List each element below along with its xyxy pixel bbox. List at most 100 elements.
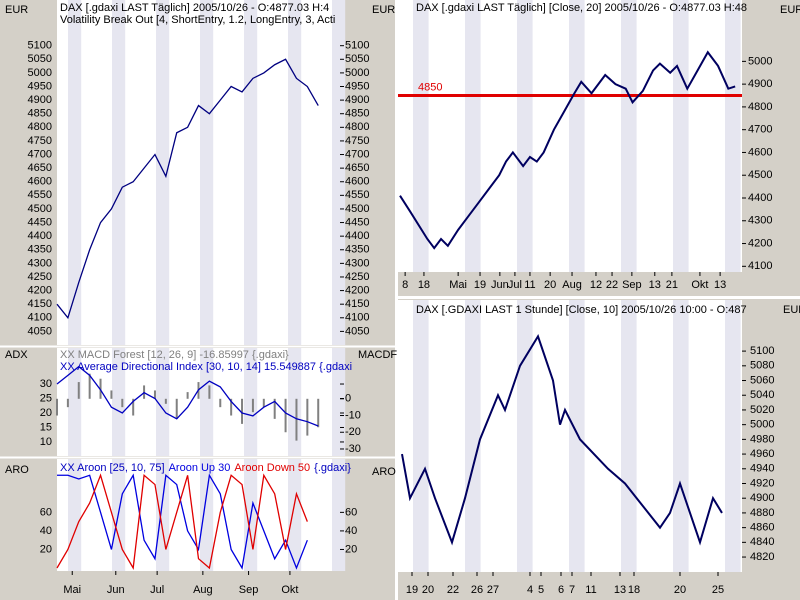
- stripe: [244, 348, 258, 456]
- stripe: [288, 0, 302, 345]
- axis-label: ARO: [372, 466, 396, 478]
- bar: [230, 398, 233, 416]
- x-tick-label: Mai: [63, 584, 81, 596]
- y-tick-label: 4250: [28, 271, 52, 283]
- bar: [317, 398, 320, 428]
- bar: [153, 390, 156, 399]
- bar: [219, 398, 222, 408]
- y-tick-label: 4150: [345, 298, 369, 310]
- x-tick-label: 4: [527, 584, 533, 596]
- bar: [110, 390, 113, 399]
- x-tick-label: Sep: [239, 584, 259, 596]
- y-tick-label: 5040: [750, 389, 774, 401]
- y2-tick-label: -10: [345, 409, 361, 421]
- y-tick-label: 20: [40, 407, 52, 419]
- legend-entry: DAX [.gdaxi LAST Täglich] [Close, 20] 20…: [416, 2, 747, 14]
- y-tick-label: 4400: [345, 230, 369, 242]
- y-tick-label: 4700: [345, 148, 369, 160]
- y-tick-label: 4550: [345, 189, 369, 201]
- bar: [77, 382, 80, 399]
- axis-label: EUR: [5, 4, 28, 16]
- legend-entry: DAX [.GDAXI LAST 1 Stunde] [Close, 10] 2…: [416, 304, 747, 316]
- bar: [295, 398, 298, 441]
- y-tick-label: 20: [40, 543, 52, 555]
- y-tick-label: 25: [40, 392, 52, 404]
- bar: [121, 398, 124, 408]
- stripe: [288, 348, 302, 456]
- x-tick-label: 25: [712, 584, 724, 596]
- x-tick-label: Aug: [562, 279, 582, 291]
- x-tick-label: 6: [558, 584, 564, 596]
- y-tick-label: 30: [40, 378, 52, 390]
- stripe: [200, 459, 214, 571]
- x-tick-label: Okt: [281, 584, 298, 596]
- y-tick-label: 5100: [28, 40, 52, 52]
- y-tick-label: 5000: [750, 419, 774, 431]
- stripe: [68, 348, 82, 456]
- stripe: [112, 348, 126, 456]
- subtitle: Volatility Break Out [4, ShortEntry, 1.2…: [60, 14, 335, 26]
- x-tick-label: 8: [402, 279, 408, 291]
- y-tick-label: 5050: [345, 53, 369, 65]
- y-tick-label: 4980: [750, 433, 774, 445]
- y-tick-label: 4900: [748, 78, 772, 90]
- x-tick-label: 20: [422, 584, 434, 596]
- stripe: [517, 0, 533, 272]
- legend: XX Aroon [25, 10, 75] Aroon Up 30 Aroon Do…: [60, 462, 351, 474]
- y-tick-label: 60: [40, 506, 52, 518]
- y-tick-label: 4600: [345, 176, 369, 188]
- y-tick-label: 5000: [748, 55, 772, 67]
- y-tick-label: 20: [345, 543, 357, 555]
- y-tick-label: 4300: [345, 257, 369, 269]
- x-tick-label: 19: [406, 584, 418, 596]
- stripe: [288, 459, 302, 571]
- y-tick-label: 4450: [28, 216, 52, 228]
- title-suffix: {.gdaxi}: [314, 462, 351, 474]
- y-tick-label: 4920: [750, 477, 774, 489]
- y-tick-label: 4850: [345, 108, 369, 120]
- y-tick-label: 4960: [750, 448, 774, 460]
- y-tick-label: 4950: [345, 80, 369, 92]
- x-tick-label: 22: [606, 279, 618, 291]
- y-tick-label: 4500: [345, 203, 369, 215]
- y-tick-label: 4820: [750, 551, 774, 563]
- y-tick-label: 4600: [28, 176, 52, 188]
- y-tick-label: 15: [40, 421, 52, 433]
- y-tick-label: 5050: [28, 53, 52, 65]
- x-tick-label: Aug: [193, 584, 213, 596]
- y2-tick-label: -20: [345, 426, 361, 438]
- series-line: [56, 365, 319, 427]
- x-tick-label: 26: [471, 584, 483, 596]
- x-tick-label: 11: [585, 584, 596, 596]
- axis-label: EUR: [783, 304, 800, 316]
- x-tick-label: 27: [487, 584, 499, 596]
- axis-label: ARO: [5, 464, 29, 476]
- y-tick-label: 4600: [748, 146, 772, 158]
- legend-entry: XX MACD Forest [12, 26, 9] -16.85997 {.g…: [60, 349, 289, 361]
- stripe: [68, 459, 82, 571]
- stripe: [621, 300, 637, 572]
- y-tick-label: 4300: [28, 257, 52, 269]
- bar: [273, 398, 276, 419]
- y-tick-label: 4750: [28, 135, 52, 147]
- x-tick-label: Mai: [449, 279, 467, 291]
- stripe: [68, 0, 82, 345]
- x-tick-label: 18: [628, 584, 640, 596]
- y-tick-label: 5100: [750, 345, 774, 357]
- y-tick-label: 4950: [28, 80, 52, 92]
- stripe: [332, 0, 346, 345]
- x-tick-label: 5: [538, 584, 544, 596]
- x-tick-label: Jun: [107, 584, 125, 596]
- reference-label: 4850: [418, 81, 442, 93]
- y-tick-label: 4150: [28, 298, 52, 310]
- x-tick-label: Jun: [491, 279, 509, 291]
- stripe: [413, 300, 429, 572]
- stripe: [465, 300, 481, 572]
- y-tick-label: 4350: [28, 244, 52, 256]
- x-tick-label: 20: [544, 279, 556, 291]
- y-tick-label: 4100: [28, 312, 52, 324]
- bar: [306, 398, 309, 436]
- x-tick-label: Sep: [622, 279, 642, 291]
- axis-label: MACDF: [358, 349, 397, 361]
